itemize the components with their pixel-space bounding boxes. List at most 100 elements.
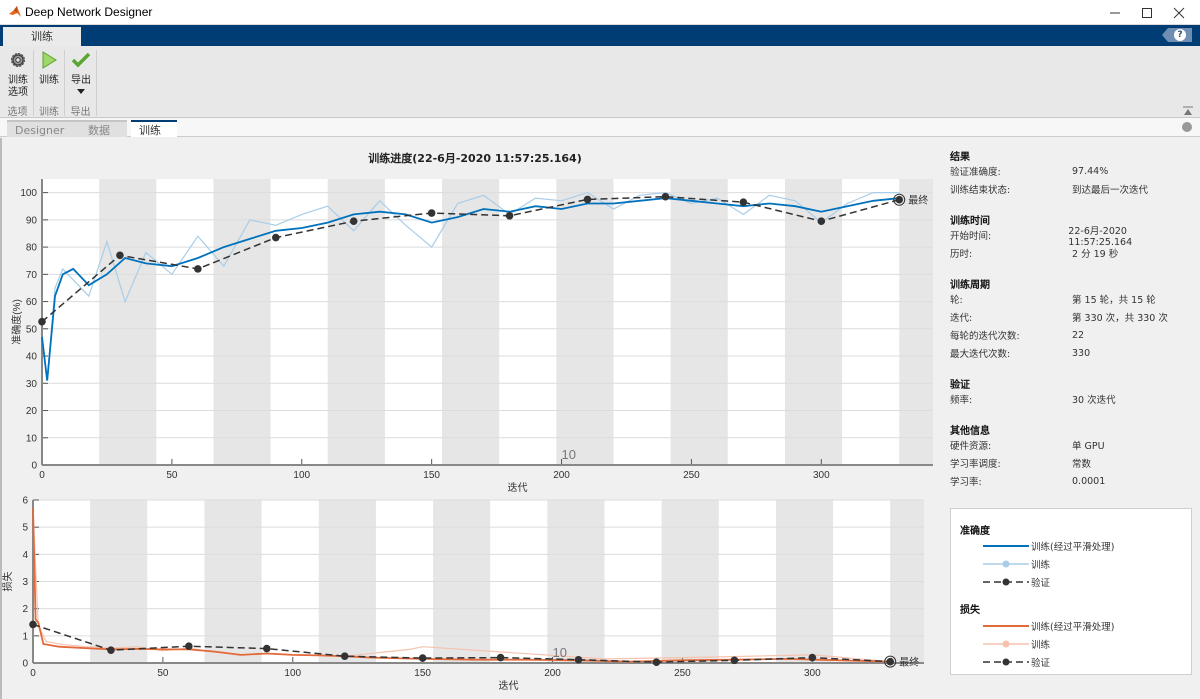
validation-point xyxy=(185,642,193,650)
info-key: 每轮的迭代次数: xyxy=(950,331,1020,342)
validation-point xyxy=(427,209,436,217)
validation-point xyxy=(817,217,826,226)
y-tick-label: 100 xyxy=(20,188,37,199)
y-tick-label: 0 xyxy=(22,659,28,670)
export-group: 导出 导出 xyxy=(65,50,97,118)
y-tick-label: 0 xyxy=(31,461,37,472)
legend-dashed-line-icon xyxy=(983,658,1029,666)
info-value: 2 分 19 秒 xyxy=(1072,249,1119,260)
legend-loss-raw: 训练 xyxy=(983,637,1183,651)
tab-data[interactable]: 数据 xyxy=(80,120,127,137)
y-tick-label: 90 xyxy=(26,215,38,226)
info-section-title: 训练周期 xyxy=(950,280,990,291)
window-title: Deep Network Designer xyxy=(25,5,153,19)
validation-point xyxy=(574,655,583,664)
ribbon-tab-train[interactable]: 训练 xyxy=(3,27,81,46)
loss-chart: 0 1 2 3 4 5 6 0 50 100 150 200 250 300 最终 10 迭代 损失 xyxy=(1,496,924,692)
validation-point xyxy=(583,195,592,204)
legend-loss-validation: 验证 xyxy=(983,655,1183,669)
y-axis-label: 准确度(%) xyxy=(10,299,23,345)
info-key: 学习率: xyxy=(950,477,982,488)
legend-marker-line-icon xyxy=(983,560,1029,568)
smoothed-series-line xyxy=(32,508,891,663)
title-bar: Deep Network Designer xyxy=(0,0,1200,25)
x-tick-label: 150 xyxy=(414,668,431,679)
validation-point xyxy=(418,654,427,662)
info-key: 迭代: xyxy=(950,313,973,324)
train-button[interactable]: 训练 xyxy=(34,50,64,87)
close-icon xyxy=(1173,7,1185,18)
info-row: 学习率调度: 常数 xyxy=(950,454,1190,472)
x-tick-label: 0 xyxy=(30,668,36,679)
validation-point xyxy=(340,652,349,661)
plot-title: 训练进度(22-6月-2020 11:57:25.164) xyxy=(368,152,582,165)
help-button[interactable]: ? xyxy=(1162,28,1192,42)
y-axis-label: 损失 xyxy=(1,572,14,592)
play-icon xyxy=(42,51,57,69)
collapse-toolstrip-icon[interactable] xyxy=(1183,106,1193,116)
document-tab-bar: Designer 数据 训练 xyxy=(0,118,1200,137)
info-row: 历时: 2 分 19 秒 xyxy=(950,244,1190,262)
info-value: 第 330 次，共 330 次 xyxy=(1072,313,1168,324)
info-row: 开始时间: 22-6月-2020 11:57:25.164 xyxy=(950,226,1190,248)
validation-point xyxy=(194,265,202,273)
tab-menu-icon[interactable] xyxy=(1182,122,1192,132)
legend-dashed-line-icon xyxy=(983,578,1029,586)
x-axis-label: 迭代 xyxy=(508,482,528,494)
info-row: 最大迭代次数: 330 xyxy=(950,344,1190,362)
maximize-icon xyxy=(1142,7,1152,18)
info-value: 常数 xyxy=(1072,459,1092,470)
x-tick-label: 100 xyxy=(284,668,301,679)
minimize-button[interactable] xyxy=(1098,0,1132,25)
y-tick-label: 20 xyxy=(26,406,38,417)
final-marker-icon xyxy=(893,193,906,206)
info-row: 每轮的迭代次数: 22 xyxy=(950,326,1190,344)
close-button[interactable] xyxy=(1162,0,1196,25)
export-group-label: 导出 xyxy=(70,107,91,118)
x-tick-label: 200 xyxy=(553,470,570,481)
x-tick-label: 50 xyxy=(157,668,169,679)
legend-acc-raw: 训练 xyxy=(983,557,1183,571)
info-key: 验证准确度: xyxy=(950,167,1001,178)
y-tick-label: 70 xyxy=(26,270,38,281)
checkmark-icon xyxy=(71,52,91,68)
info-row: 迭代: 第 330 次，共 330 次 xyxy=(950,308,1190,326)
x-tick-label: 300 xyxy=(804,668,821,679)
validation-series-line xyxy=(41,195,900,323)
validation-point xyxy=(739,198,748,206)
info-row: 频率: 30 次迭代 xyxy=(950,390,1190,408)
validation-series-line xyxy=(32,623,891,663)
final-marker-icon xyxy=(884,655,897,668)
tab-training[interactable]: 训练 xyxy=(131,120,177,137)
y-tick-label: 3 xyxy=(22,577,28,588)
info-key: 历时: xyxy=(950,249,973,260)
x-tick-label: 200 xyxy=(544,668,561,679)
legend-line-icon xyxy=(983,625,1029,627)
info-value: 到达最后一次迭代 xyxy=(1072,185,1149,196)
info-value: 0.0001 xyxy=(1072,475,1106,487)
x-axis-label: 迭代 xyxy=(499,680,519,692)
info-key: 轮: xyxy=(950,295,963,306)
validation-point xyxy=(116,251,124,260)
info-value: 22-6月-2020 11:57:25.164 xyxy=(1068,225,1133,248)
x-tick-label: 250 xyxy=(683,470,700,481)
validation-point xyxy=(895,195,904,204)
training-options-button[interactable]: 训练 选项 xyxy=(3,50,33,99)
validation-point xyxy=(107,646,115,655)
info-value: 30 次迭代 xyxy=(1072,395,1116,406)
validation-point xyxy=(349,217,358,226)
legend-marker-line-icon xyxy=(983,640,1029,648)
info-key: 开始时间: xyxy=(950,231,992,242)
info-key: 硬件资源: xyxy=(950,441,992,452)
info-section-title: 其他信息 xyxy=(950,426,990,437)
export-button[interactable]: 导出 xyxy=(66,50,96,95)
gear-icon xyxy=(11,53,25,67)
validation-point xyxy=(808,653,817,662)
info-row: 训练结束状态: 到达最后一次迭代 xyxy=(950,180,1190,198)
toolstrip: 训练 选项 选项 训练 训练 导出 导出 xyxy=(0,46,1200,118)
maximize-button[interactable] xyxy=(1130,0,1164,25)
info-row: 学习率: 0.0001 xyxy=(950,472,1190,490)
legend-acc-validation: 验证 xyxy=(983,575,1183,589)
tab-designer[interactable]: Designer xyxy=(7,120,80,137)
x-tick-label: 250 xyxy=(674,668,691,679)
